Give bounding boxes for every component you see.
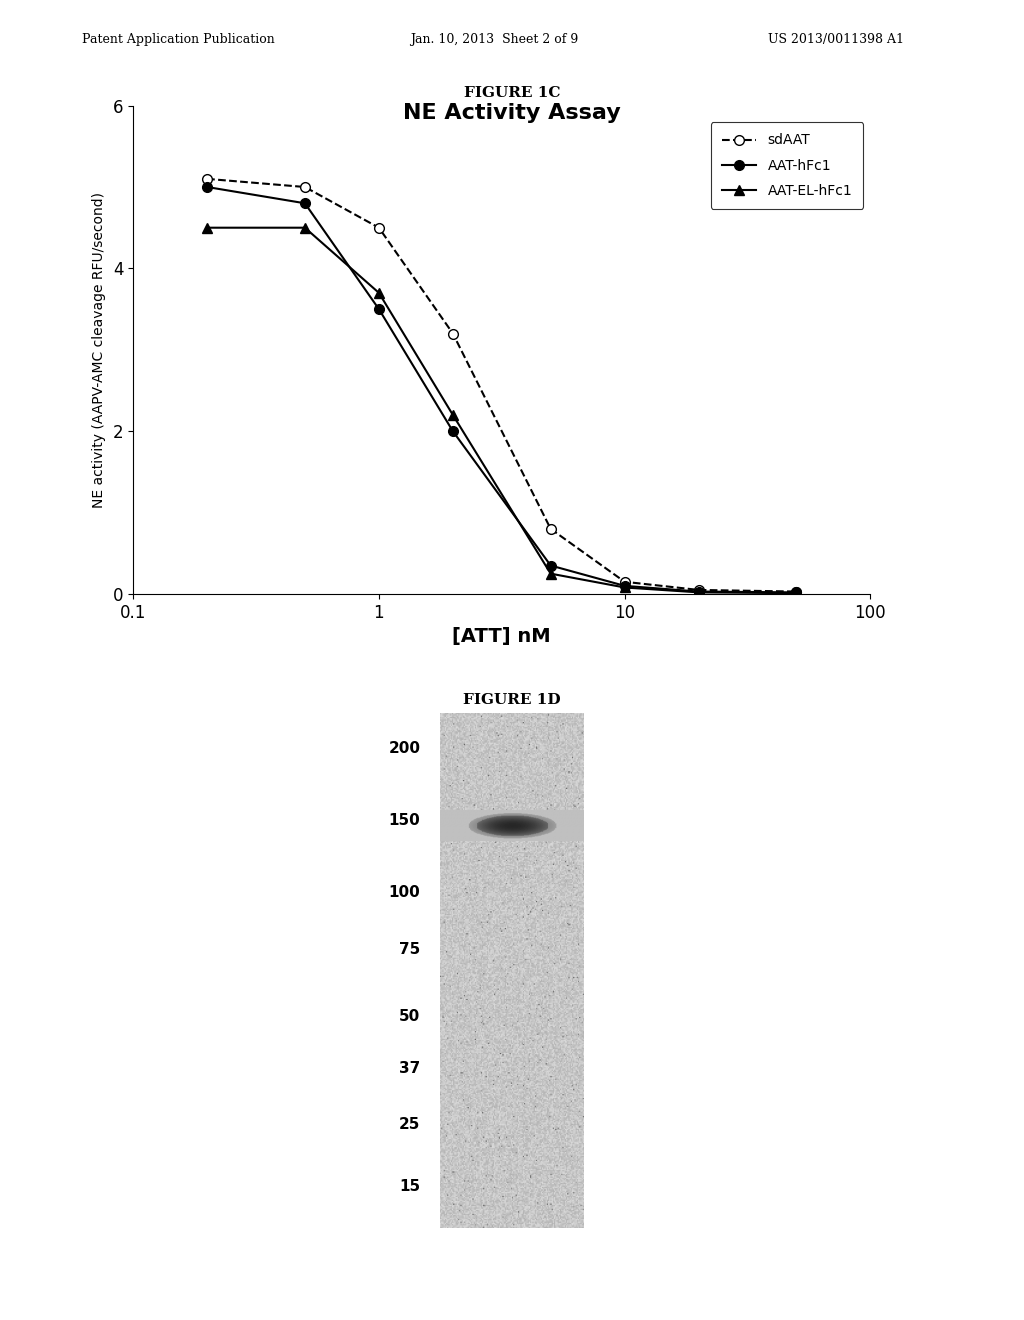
Line: sdAAT: sdAAT xyxy=(203,174,801,597)
Text: NE Activity Assay: NE Activity Assay xyxy=(403,103,621,123)
AAT-EL-hFc1 xyxy=(791,585,803,601)
AAT-hFc1 xyxy=(545,557,557,573)
Text: US 2013/0011398 A1: US 2013/0011398 A1 xyxy=(768,33,904,46)
sdAAT xyxy=(373,219,385,235)
sdAAT xyxy=(692,582,705,598)
AAT-EL-hFc1 xyxy=(545,566,557,582)
Text: FIGURE 1C: FIGURE 1C xyxy=(464,86,560,100)
AAT-hFc1 xyxy=(618,578,631,594)
AAT-hFc1 xyxy=(791,585,803,601)
AAT-EL-hFc1 xyxy=(299,219,311,235)
sdAAT xyxy=(299,180,311,195)
AAT-EL-hFc1 xyxy=(446,407,459,422)
Text: 75: 75 xyxy=(399,942,420,957)
Text: 200: 200 xyxy=(388,742,420,756)
Text: 50: 50 xyxy=(399,1008,420,1024)
AAT-EL-hFc1 xyxy=(373,285,385,301)
Y-axis label: NE activity (AAPV-AMC cleavage RFU/second): NE activity (AAPV-AMC cleavage RFU/secon… xyxy=(92,191,105,508)
AAT-hFc1 xyxy=(692,583,705,599)
sdAAT xyxy=(201,170,213,186)
sdAAT xyxy=(791,583,803,599)
X-axis label: [ATT] nM: [ATT] nM xyxy=(453,627,551,647)
AAT-EL-hFc1 xyxy=(618,579,631,595)
Text: 150: 150 xyxy=(388,813,420,829)
AAT-hFc1 xyxy=(201,180,213,195)
AAT-hFc1 xyxy=(446,424,459,440)
AAT-hFc1 xyxy=(373,301,385,317)
Text: Jan. 10, 2013  Sheet 2 of 9: Jan. 10, 2013 Sheet 2 of 9 xyxy=(410,33,578,46)
Line: AAT-hFc1: AAT-hFc1 xyxy=(203,182,801,597)
Legend: sdAAT, AAT-hFc1, AAT-EL-hFc1: sdAAT, AAT-hFc1, AAT-EL-hFc1 xyxy=(711,123,863,209)
sdAAT xyxy=(545,521,557,537)
Text: 37: 37 xyxy=(399,1060,420,1076)
Text: 15: 15 xyxy=(399,1179,420,1193)
AAT-EL-hFc1 xyxy=(692,585,705,601)
AAT-EL-hFc1 xyxy=(201,219,213,235)
Line: AAT-EL-hFc1: AAT-EL-hFc1 xyxy=(203,223,801,598)
sdAAT xyxy=(446,326,459,342)
Text: Patent Application Publication: Patent Application Publication xyxy=(82,33,274,46)
Text: 25: 25 xyxy=(399,1117,420,1133)
Text: FIGURE 1D: FIGURE 1D xyxy=(463,693,561,708)
sdAAT xyxy=(618,574,631,590)
Text: 100: 100 xyxy=(388,886,420,900)
AAT-hFc1 xyxy=(299,195,311,211)
